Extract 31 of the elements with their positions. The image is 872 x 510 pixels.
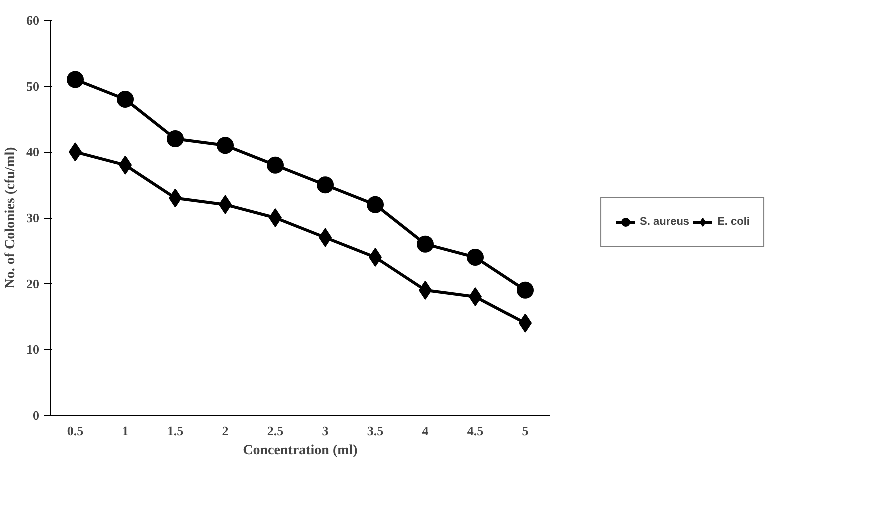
- y-tick-label: 50: [26, 78, 40, 94]
- x-tick-label: 1: [122, 424, 129, 438]
- x-axis-title: Concentration (ml): [243, 444, 358, 458]
- legend-label: S. aureus: [640, 216, 690, 228]
- point: [417, 236, 434, 253]
- x-tick-label: 4: [422, 424, 430, 438]
- y-tick-label: 30: [26, 210, 40, 226]
- x-tick-label: 3.5: [367, 424, 384, 438]
- point: [217, 137, 234, 154]
- point: [467, 249, 484, 266]
- point: [367, 196, 384, 214]
- point: [517, 282, 534, 299]
- x-tick-label: 0.5: [67, 424, 84, 438]
- y-tick-label: 10: [26, 342, 40, 358]
- point: [267, 156, 284, 174]
- point: [67, 71, 84, 88]
- point: [167, 130, 184, 148]
- y-axis-title: No. of Colonies (cfu/ml): [4, 146, 18, 289]
- point: [317, 176, 334, 194]
- y-tick-label: 0: [33, 408, 40, 423]
- y-tick-label: 40: [26, 144, 40, 160]
- legend-label: E. coli: [718, 216, 750, 228]
- point: [117, 91, 134, 108]
- x-tick-label: 3: [322, 424, 330, 438]
- y-tick-label: 60: [26, 13, 40, 28]
- x-tick-label: 2.5: [267, 424, 284, 438]
- x-tick-label: 1.5: [167, 424, 184, 438]
- x-tick-label: 4.5: [467, 424, 484, 438]
- x-tick-label: 2: [222, 424, 229, 438]
- y-tick-label: 20: [26, 276, 40, 292]
- x-tick-label: 5: [522, 424, 530, 438]
